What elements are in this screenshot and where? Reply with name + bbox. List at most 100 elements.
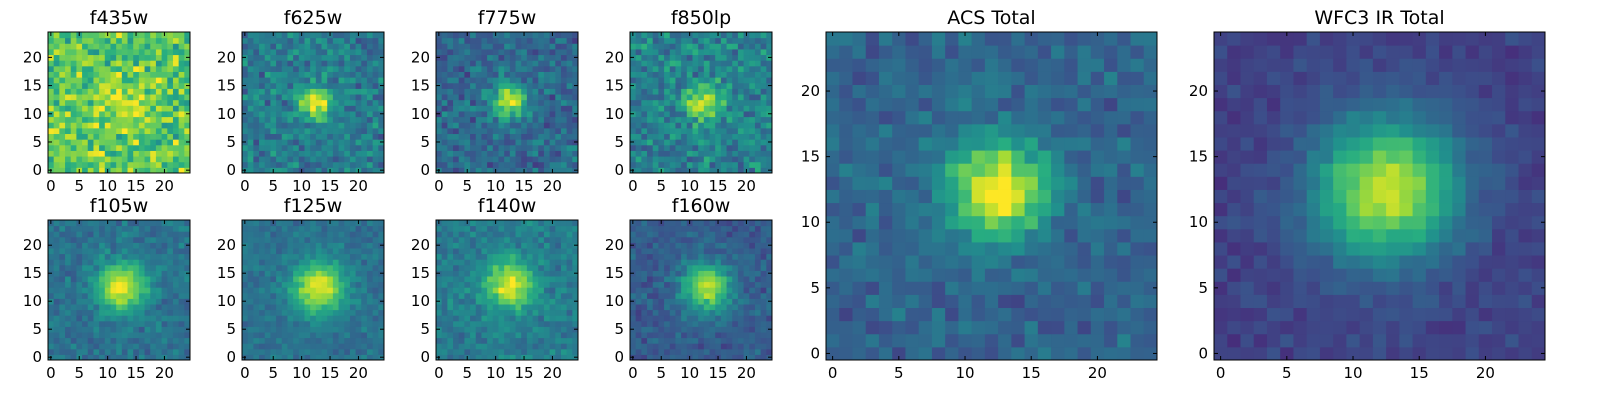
- pixel: [242, 65, 249, 72]
- pixel: [293, 304, 300, 311]
- pixel: [641, 144, 648, 151]
- pixel: [749, 99, 756, 106]
- pixel: [144, 99, 151, 106]
- pixel: [675, 292, 682, 299]
- pixel: [543, 88, 551, 95]
- pixel: [630, 287, 637, 294]
- pixel: [538, 144, 545, 151]
- pixel: [65, 82, 72, 89]
- pixel: [281, 48, 288, 56]
- pixel: [155, 220, 163, 227]
- pixel: [372, 133, 379, 140]
- pixel: [572, 315, 579, 322]
- pixel: [492, 60, 499, 67]
- pixel: [150, 253, 157, 260]
- pixel: [498, 88, 505, 95]
- pixel: [259, 292, 266, 299]
- pixel: [436, 94, 443, 101]
- pixel: [344, 88, 351, 95]
- pixel: [703, 60, 711, 67]
- pixel: [99, 127, 106, 135]
- pixel: [698, 156, 705, 163]
- x-tick-label: 5: [74, 177, 84, 195]
- pixel: [65, 54, 72, 61]
- pixel: [121, 259, 129, 266]
- pixel: [664, 332, 671, 339]
- pixel: [481, 315, 488, 322]
- pixel: [526, 320, 534, 327]
- pixel: [703, 43, 711, 50]
- pixel: [635, 139, 642, 146]
- pixel: [641, 287, 648, 294]
- pixel: [304, 99, 311, 106]
- pixel: [121, 220, 129, 227]
- pixel: [675, 276, 682, 283]
- pixel: [647, 276, 654, 283]
- pixel: [726, 82, 733, 89]
- pixel: [481, 354, 488, 361]
- pixel: [93, 77, 100, 84]
- pixel: [498, 264, 505, 271]
- pixel: [492, 88, 499, 95]
- pixel: [509, 343, 517, 350]
- pixel: [287, 259, 294, 266]
- pixel: [436, 332, 443, 339]
- pixel: [475, 144, 482, 151]
- y-tick-label: 15: [411, 264, 430, 282]
- pixel: [566, 77, 573, 84]
- pixel: [276, 225, 283, 232]
- pixel: [281, 110, 288, 118]
- pixel: [703, 292, 711, 299]
- pixel: [555, 54, 562, 61]
- pixel: [259, 161, 266, 168]
- pixel: [150, 348, 157, 355]
- pixel: [315, 110, 323, 118]
- pixel: [737, 167, 745, 174]
- pixel: [681, 133, 688, 140]
- pixel: [264, 253, 271, 260]
- pixel: [287, 144, 294, 151]
- pixel: [532, 354, 539, 361]
- pixel: [65, 43, 72, 50]
- pixel: [652, 127, 659, 135]
- pixel: [144, 315, 151, 322]
- pixel: [287, 48, 294, 56]
- pixel: [441, 332, 448, 339]
- pixel: [737, 60, 745, 67]
- pixel: [538, 304, 545, 311]
- pixel: [361, 32, 368, 39]
- pixel: [172, 127, 180, 135]
- pixel: [709, 309, 716, 316]
- pixel: [703, 354, 711, 361]
- pixel: [167, 122, 174, 129]
- pixel: [276, 354, 283, 361]
- pixel: [361, 110, 368, 118]
- pixel: [59, 127, 66, 135]
- pixel: [315, 43, 323, 50]
- pixel: [172, 139, 180, 146]
- pixel: [327, 253, 334, 260]
- pixel: [436, 99, 443, 106]
- pixel: [332, 156, 340, 163]
- pixel: [349, 77, 357, 84]
- pixel: [310, 127, 317, 135]
- pixel: [349, 99, 357, 106]
- pixel: [760, 127, 767, 135]
- pixel: [138, 354, 146, 361]
- pixel: [327, 304, 334, 311]
- pixel: [327, 315, 334, 322]
- pixel: [572, 48, 579, 56]
- pixel: [630, 332, 637, 339]
- pixel: [475, 264, 482, 271]
- pixel: [76, 122, 83, 129]
- pixel: [93, 167, 100, 174]
- pixel: [686, 337, 693, 344]
- pixel: [492, 133, 499, 140]
- pixel: [487, 150, 494, 157]
- pixel: [560, 110, 568, 118]
- pixel: [630, 304, 637, 311]
- pixel: [732, 309, 739, 316]
- y-tick-label: 0: [420, 348, 430, 366]
- pixel: [315, 71, 323, 78]
- pixel: [53, 48, 60, 56]
